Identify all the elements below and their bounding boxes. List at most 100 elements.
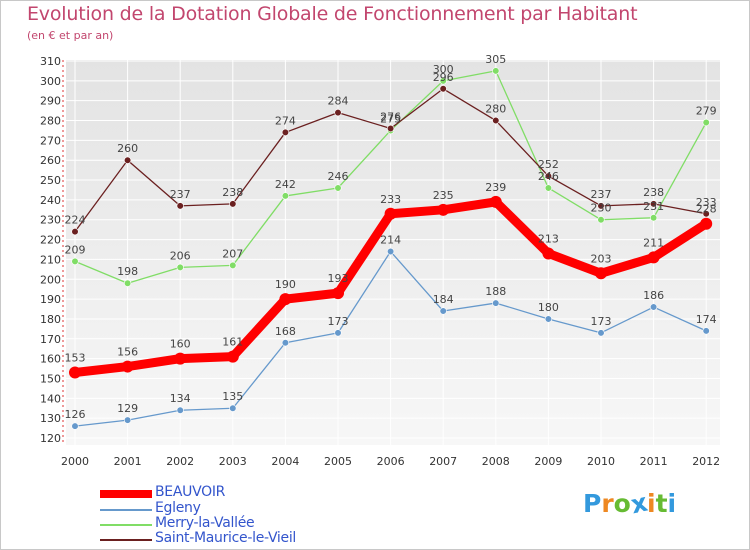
data-point-egleny (544, 315, 553, 323)
y-tick-label: 280 (40, 115, 61, 128)
data-label-beauvoir: 193 (328, 272, 349, 285)
data-label-egleny: 135 (222, 390, 243, 403)
logo-letter: t (655, 489, 668, 518)
data-label-beauvoir: 160 (170, 338, 191, 351)
data-point-merry-la-vall-e (176, 263, 184, 271)
x-tick-label: 2011 (640, 455, 668, 468)
y-tick-label: 120 (40, 432, 61, 445)
data-point-merry-la-vall-e (281, 192, 290, 200)
x-tick-label: 2000 (61, 455, 89, 468)
legend-swatch-beauvoir (100, 490, 152, 498)
data-point-saint-maurice-le-vieil (387, 124, 395, 133)
x-tick-label: 2009 (534, 455, 562, 468)
data-label-saint-maurice-le-vieil: 274 (275, 114, 296, 127)
y-tick-label: 130 (40, 412, 61, 425)
y-tick-label: 300 (40, 75, 61, 88)
y-tick-label: 210 (40, 253, 61, 266)
data-point-egleny (123, 416, 132, 424)
data-point-egleny (334, 329, 342, 337)
x-tick-label: 2004 (271, 455, 299, 468)
data-point-beauvoir (121, 360, 134, 373)
legend-swatch-egleny (100, 509, 152, 511)
data-label-beauvoir: 235 (433, 189, 454, 202)
data-point-beauvoir (489, 195, 502, 208)
data-label-merry-la-vall-e: 279 (696, 105, 717, 118)
data-label-egleny: 168 (275, 325, 296, 338)
y-tick-label: 290 (40, 95, 61, 108)
data-point-egleny (176, 406, 184, 414)
chart-subtitle: (en € et par an) (27, 29, 114, 42)
data-point-beauvoir (437, 203, 450, 216)
data-label-merry-la-vall-e: 206 (170, 249, 191, 262)
data-point-saint-maurice-le-vieil (71, 228, 79, 236)
data-point-merry-la-vall-e (71, 257, 79, 266)
data-point-merry-la-vall-e (439, 77, 447, 85)
y-tick-label: 260 (40, 154, 61, 167)
data-label-saint-maurice-le-vieil: 276 (380, 110, 401, 123)
x-tick-label: 2007 (429, 455, 457, 468)
data-point-beauvoir (700, 217, 713, 230)
y-tick-label: 160 (40, 353, 61, 366)
data-label-beauvoir: 213 (538, 232, 559, 245)
data-label-merry-la-vall-e: 246 (538, 170, 559, 183)
data-label-egleny: 184 (433, 293, 454, 306)
data-label-beauvoir: 153 (65, 352, 86, 365)
legend-label-beauvoir: BEAUVOIR (155, 484, 226, 500)
data-label-merry-la-vall-e: 242 (275, 178, 296, 191)
legend-label-egleny: Egleny (155, 500, 201, 516)
data-point-saint-maurice-le-vieil (492, 116, 500, 125)
data-label-saint-maurice-le-vieil: 260 (117, 142, 138, 155)
x-tick-label: 2008 (482, 455, 510, 468)
data-label-saint-maurice-le-vieil: 238 (222, 186, 243, 199)
data-point-egleny (492, 299, 500, 307)
y-tick-label: 220 (40, 234, 61, 247)
data-point-egleny (702, 327, 710, 335)
data-point-egleny (649, 303, 658, 311)
data-point-merry-la-vall-e (702, 118, 710, 127)
data-label-egleny: 188 (485, 285, 506, 298)
data-label-merry-la-vall-e: 198 (117, 265, 138, 278)
data-point-beauvoir (226, 350, 239, 363)
data-point-egleny (439, 307, 447, 315)
x-tick-label: 2003 (219, 455, 247, 468)
x-tick-label: 2006 (377, 455, 405, 468)
data-label-merry-la-vall-e: 207 (222, 247, 243, 260)
data-label-saint-maurice-le-vieil: 238 (643, 186, 664, 199)
y-tick-label: 140 (40, 392, 61, 405)
data-label-beauvoir: 228 (696, 203, 717, 216)
data-point-merry-la-vall-e (123, 279, 132, 287)
data-label-egleny: 134 (170, 392, 191, 405)
data-point-merry-la-vall-e (334, 184, 342, 192)
x-tick-label: 2001 (114, 455, 142, 468)
data-label-saint-maurice-le-vieil: 252 (538, 158, 559, 171)
data-point-merry-la-vall-e (597, 216, 605, 224)
data-point-egleny (71, 422, 79, 430)
y-tick-label: 310 (40, 55, 61, 68)
data-point-saint-maurice-le-vieil (702, 210, 710, 218)
data-point-beauvoir (279, 293, 292, 306)
data-point-egleny (229, 404, 237, 412)
data-label-merry-la-vall-e: 209 (65, 243, 86, 256)
logo-letter: r (601, 489, 614, 518)
data-point-saint-maurice-le-vieil (281, 128, 290, 137)
data-point-beauvoir (332, 287, 344, 300)
logo-letter: i (667, 489, 677, 518)
data-point-saint-maurice-le-vieil (334, 108, 342, 117)
data-point-beauvoir (174, 352, 187, 365)
data-point-egleny (387, 247, 395, 256)
data-label-beauvoir: 211 (643, 236, 664, 249)
data-label-saint-maurice-le-vieil: 233 (696, 196, 717, 209)
y-tick-label: 270 (40, 134, 61, 147)
y-tick-label: 240 (40, 194, 61, 207)
data-point-saint-maurice-le-vieil (649, 200, 658, 208)
y-tick-label: 150 (40, 372, 61, 385)
data-point-saint-maurice-le-vieil (229, 200, 237, 208)
chart-title: Evolution de la Dotation Globale de Fonc… (27, 3, 638, 25)
legend-swatch-merry (100, 524, 152, 526)
data-label-saint-maurice-le-vieil: 280 (485, 103, 506, 116)
logo-letter: o (613, 489, 631, 518)
data-point-beauvoir (384, 207, 397, 220)
data-point-saint-maurice-le-vieil (544, 172, 553, 180)
data-label-saint-maurice-le-vieil: 237 (591, 188, 612, 201)
